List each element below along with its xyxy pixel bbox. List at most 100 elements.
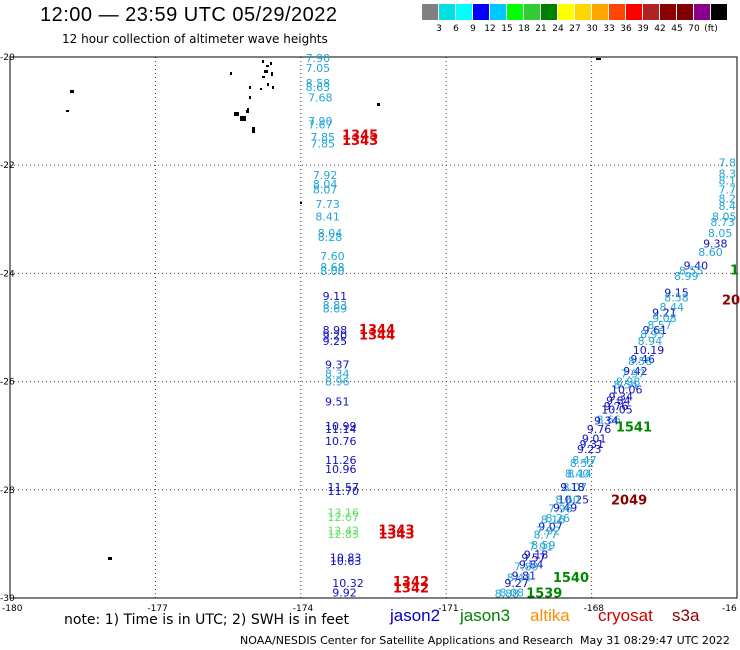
wave-height-label: 10.76 xyxy=(325,435,357,448)
wave-height-label: 9.92 xyxy=(332,587,357,600)
wave-height-label: 8.34 xyxy=(325,367,350,380)
wave-height-label: 8.88 xyxy=(495,588,519,601)
wave-height-label: 8.04 xyxy=(313,178,338,191)
wave-height-label: 9.15 xyxy=(664,286,689,299)
wave-height-label: 7.91 xyxy=(529,541,554,554)
wave-height-label: 1343 xyxy=(342,134,378,149)
wave-height-label: 8.63 xyxy=(306,81,331,94)
wave-height-points: 7.907.058.588.637.687.907.677.857.851345… xyxy=(306,52,740,602)
wave-height-label: 8.54 xyxy=(613,378,638,391)
wave-height-label: 11.14 xyxy=(325,423,357,436)
wave-height-label: 9.08 xyxy=(652,312,677,325)
wave-height-label: 7.97 xyxy=(621,367,646,380)
scale-swatch xyxy=(490,4,506,20)
scale-label: 27 xyxy=(569,24,581,34)
satellite-legend-altika: altika xyxy=(530,606,570,625)
scale-label: 18 xyxy=(518,24,530,34)
scale-swatch xyxy=(677,4,693,20)
wave-height-label: 1342 xyxy=(393,575,429,590)
wave-height-label: 1345 xyxy=(342,128,378,143)
wave-height-label: 7.85 xyxy=(310,131,335,144)
wave-height-label: 8.05 xyxy=(708,227,733,240)
lon-tick-label: -177 xyxy=(147,604,167,614)
map-frame xyxy=(9,56,738,599)
wave-height-label: 8.14 xyxy=(567,468,592,481)
wave-height-label: 10.96 xyxy=(325,463,357,476)
wave-height-label: 8.52 xyxy=(570,457,595,470)
wave-height-label: 8.58 xyxy=(628,355,653,368)
scale-swatch xyxy=(626,4,642,20)
wave-height-label: 9.25 xyxy=(323,335,348,348)
scale-swatch xyxy=(422,4,438,20)
lat-tick-label: -22 xyxy=(0,161,15,171)
wave-height-label: 8.58 xyxy=(664,292,689,305)
wave-height-label: 9.40 xyxy=(684,259,709,272)
wave-height-label: 11.70 xyxy=(327,485,359,498)
wave-height-label: 7.05 xyxy=(306,62,331,75)
wave-height-label: 8.47 xyxy=(572,454,597,467)
wave-height-label: 1 xyxy=(730,264,739,279)
wave-height-label: 7.90 xyxy=(308,115,333,128)
wave-height-label: 8.44 xyxy=(507,571,532,584)
wave-height-label: 9.51 xyxy=(325,396,350,409)
scale-swatch xyxy=(575,4,591,20)
wave-height-label: 1344 xyxy=(359,323,395,338)
wave-height-label: 8.96 xyxy=(325,376,350,389)
wave-height-label: 9.11 xyxy=(323,290,348,303)
wave-height-label: 8.99 xyxy=(674,270,699,283)
wave-height-label: 1541 xyxy=(616,421,652,436)
wave-height-label: 10.99 xyxy=(325,420,357,433)
wave-height-label: 10.05 xyxy=(601,404,633,417)
scale-label: 33 xyxy=(603,24,615,34)
wave-height-label: 9.23 xyxy=(577,443,602,456)
wave-height-label: 8.04 xyxy=(318,227,343,240)
wave-height-label: 7.92 xyxy=(313,169,338,182)
scale-label: 42 xyxy=(654,24,666,34)
wave-height-label: 9.34 xyxy=(594,415,619,428)
wave-height-label: 8.77 xyxy=(533,529,558,542)
wave-height-label: 8.98 xyxy=(616,376,641,389)
wave-height-label: 11.26 xyxy=(325,454,357,467)
wave-height-label: 8.94 xyxy=(638,335,663,348)
wave-height-label: 8.28 xyxy=(318,231,343,244)
lat-tick-label: -24 xyxy=(0,269,15,279)
page-title: 12:00 — 23:59 UTC 05/29/2022 xyxy=(40,4,338,26)
wave-height-label: 7.73 xyxy=(315,198,340,211)
wave-height-label: 9.21 xyxy=(652,306,677,319)
wave-height-label: 10.19 xyxy=(633,344,665,357)
scale-swatch xyxy=(507,4,523,20)
scale-label: 12 xyxy=(484,24,496,34)
wave-height-label: 10.25 xyxy=(558,494,590,507)
scale-label: (ft) xyxy=(704,24,718,34)
wave-height-label: 1344 xyxy=(359,329,395,344)
wave-height-label: 8.26 xyxy=(546,512,571,525)
scale-swatch xyxy=(524,4,540,20)
axis-tick-labels: -180 -177 -174 -171 -168 -16 -20 -22 -24 -26 -28 -3… xyxy=(0,53,737,614)
wave-height-label: 9.37 xyxy=(325,358,350,371)
wave-height-label: 8.69 xyxy=(323,303,348,316)
wave-height-label: 9.84 xyxy=(606,395,631,408)
scale-label: 70 xyxy=(688,24,700,34)
wave-height-label: 2049 xyxy=(611,494,647,509)
wave-height-label: 8.95 xyxy=(640,328,665,341)
scale-label: 24 xyxy=(552,24,564,34)
scale-swatch xyxy=(541,4,557,20)
scale-label: 45 xyxy=(671,24,683,34)
lat-tick-label: -26 xyxy=(0,378,15,388)
wave-height-label: 8.83 xyxy=(323,299,348,312)
wave-height-label: 10.06 xyxy=(611,384,643,397)
scale-label: 39 xyxy=(637,24,649,34)
wave-height-label: 9.84 xyxy=(519,558,544,571)
wave-height-label: 9.42 xyxy=(623,365,648,378)
scale-swatch xyxy=(609,4,625,20)
wave-height-label: 9.49 xyxy=(553,502,578,515)
satellite-legend-cryosat: cryosat xyxy=(598,606,653,625)
lon-tick-label: -168 xyxy=(584,604,605,614)
scale-label: 15 xyxy=(501,24,513,34)
wave-height-label: 13.16 xyxy=(327,507,359,520)
wave-height-label: 8.4 xyxy=(719,200,737,213)
scale-label: 36 xyxy=(620,24,632,34)
wave-height-label: 9.27 xyxy=(504,577,529,590)
wave-height-label: 7.85 xyxy=(310,138,335,151)
wave-height-label: 9.34 xyxy=(609,391,634,404)
